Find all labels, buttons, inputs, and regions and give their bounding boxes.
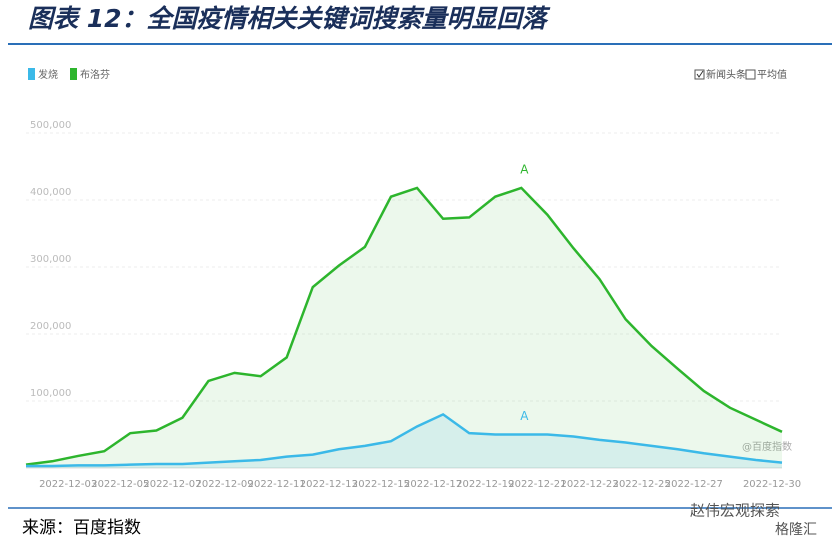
source: 来源：百度指数 [22, 518, 141, 538]
annotation: A [520, 162, 529, 176]
watermark: @百度指数 [742, 440, 792, 453]
brand: 赵伟宏观探索 [690, 502, 780, 520]
legend-label: 发烧 [38, 68, 58, 81]
checkbox[interactable] [745, 69, 756, 80]
legend-label: 布洛芬 [80, 68, 110, 81]
x-tick-label: 2022-12-21 [508, 479, 566, 490]
checkbox[interactable] [694, 69, 705, 80]
x-tick-label: 2022-12-03 [39, 479, 97, 490]
line [25, 186, 783, 466]
chart-title: 图表 12：全国疫情相关关键词搜索量明显回落 [28, 4, 550, 33]
x-tick-label: 2022-12-11 [248, 479, 306, 490]
area [26, 414, 782, 468]
legend-swatch [28, 68, 35, 80]
x-tick-label: 2022-12-27 [665, 479, 723, 490]
x-tick-label: 2022-12-17 [404, 479, 462, 490]
y-tick-label: 200,000 [30, 321, 71, 332]
brand2: 格隆汇 [775, 522, 817, 538]
x-tick-label: 2022-12-30 [743, 479, 801, 490]
x-tick-label: 2022-12-15 [352, 479, 410, 490]
x-tick-label: 2022-12-09 [195, 479, 253, 490]
x-tick-label: 2022-12-25 [613, 479, 671, 490]
option[interactable]: 新闻头条 [706, 68, 746, 81]
legend-swatch [70, 68, 77, 80]
annotation: A [520, 409, 529, 423]
y-tick-label: 500,000 [30, 120, 71, 131]
x-tick-label: 2022-12-23 [560, 479, 618, 490]
area [26, 187, 782, 468]
line [26, 412, 783, 468]
x-tick-label: 2022-12-13 [300, 479, 358, 490]
x-tick-label: 2022-12-07 [143, 479, 201, 490]
x-tick-label: 2022-12-19 [456, 479, 514, 490]
x-tick-label: 2022-12-05 [91, 479, 149, 490]
option[interactable]: 平均值 [757, 68, 787, 81]
check [696, 70, 704, 78]
y-tick-label: 100,000 [30, 388, 71, 399]
y-tick-label: 400,000 [30, 187, 71, 198]
y-tick-label: 300,000 [30, 254, 71, 265]
